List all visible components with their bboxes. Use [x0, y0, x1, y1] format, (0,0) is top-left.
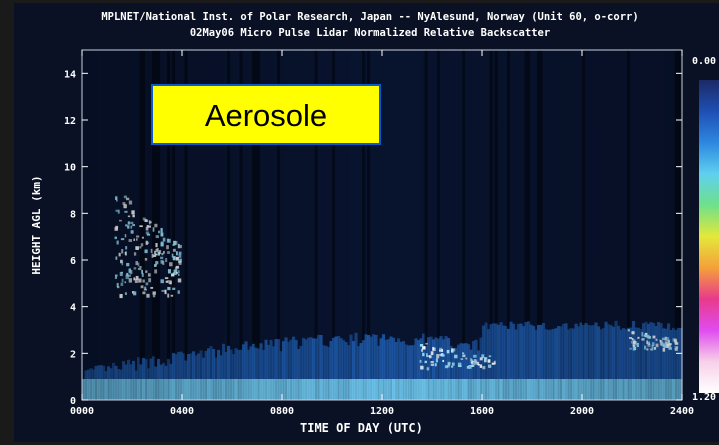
y-tick-label: 6	[70, 256, 76, 267]
x-tick-label: 2400	[670, 406, 694, 417]
callout-text: Aerosole	[205, 98, 327, 133]
x-tick-label: 2000	[570, 406, 594, 417]
x-axis-label: TIME OF DAY (UTC)	[300, 421, 423, 435]
y-tick-label: 0	[70, 396, 76, 407]
x-axis: 0000 0400 0800 1200 1600 2000 2400	[70, 50, 694, 417]
colorbar-max-label: 1.20	[692, 392, 716, 403]
x-tick-label: 1200	[370, 406, 394, 417]
x-tick-label: 0800	[270, 406, 294, 417]
colorbar-min-label: 0.00	[692, 56, 716, 67]
aerosole-callout: Aerosole	[151, 84, 381, 145]
x-tick-label: 1600	[470, 406, 494, 417]
colorbar	[699, 80, 719, 393]
y-tick-label: 14	[64, 69, 76, 80]
y-axis-label: HEIGHT AGL (km)	[30, 175, 43, 274]
y-tick-label: 10	[64, 163, 76, 174]
y-axis: 0 2 4 6 8 10 12 14	[64, 69, 682, 407]
y-tick-label: 8	[70, 209, 76, 220]
chart-subtitle: 02May06 Micro Pulse Lidar Normalized Rel…	[190, 27, 550, 39]
y-tick-label: 4	[70, 303, 76, 314]
y-tick-label: 12	[64, 116, 76, 127]
x-tick-label: 0400	[170, 406, 194, 417]
chart-title: MPLNET/National Inst. of Polar Research,…	[101, 11, 638, 23]
callout-box	[151, 84, 381, 145]
x-tick-label: 0000	[70, 406, 94, 417]
y-tick-label: 2	[70, 349, 76, 360]
